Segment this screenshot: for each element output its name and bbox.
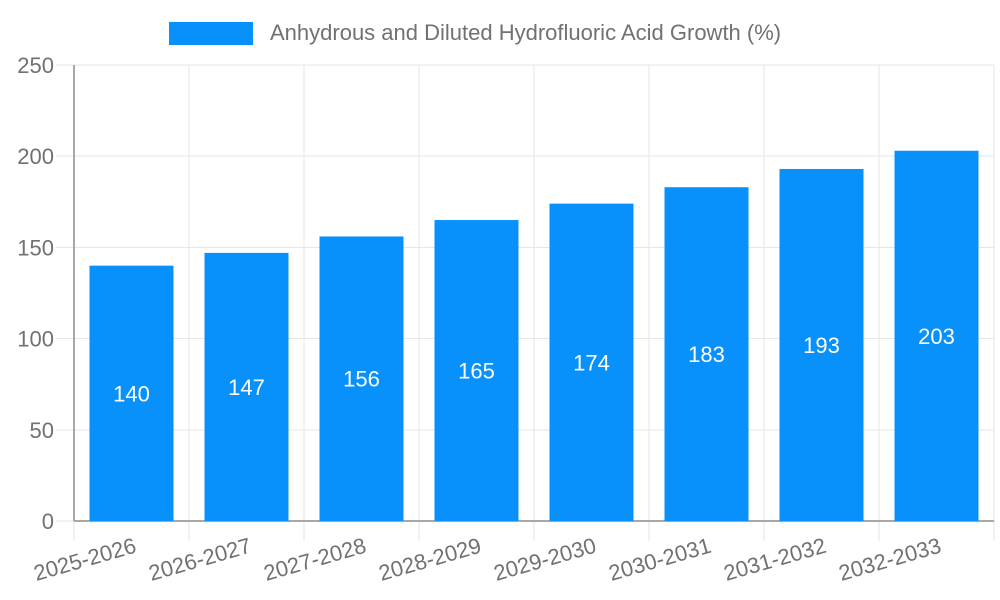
y-tick-label: 200 xyxy=(17,144,54,169)
bar-value-label: 193 xyxy=(803,333,840,358)
x-tick-label: 2031-2032 xyxy=(721,533,829,586)
y-tick-label: 0 xyxy=(42,509,54,534)
y-tick-label: 50 xyxy=(30,418,54,443)
x-tick-label: 2025-2026 xyxy=(31,533,139,586)
bar[interactable] xyxy=(549,203,634,521)
bar[interactable] xyxy=(664,187,749,521)
bar[interactable] xyxy=(434,220,519,522)
legend-swatch xyxy=(169,21,253,45)
bar[interactable] xyxy=(319,236,404,521)
x-tick-label: 2030-2031 xyxy=(606,533,714,586)
bar-value-label: 174 xyxy=(573,350,610,375)
chart-legend[interactable]: Anhydrous and Diluted Hydrofluoric Acid … xyxy=(169,20,781,46)
bar-value-label: 183 xyxy=(688,342,725,367)
y-tick-label: 250 xyxy=(17,53,54,78)
x-tick-label: 2026-2027 xyxy=(146,533,254,586)
x-tick-label: 2028-2029 xyxy=(376,533,484,586)
bar-value-label: 156 xyxy=(343,367,380,392)
x-tick-label: 2029-2030 xyxy=(491,533,599,586)
x-tick-label: 2032-2033 xyxy=(836,533,944,586)
bar-value-label: 140 xyxy=(113,381,150,406)
bar-value-label: 203 xyxy=(918,324,955,349)
bar[interactable] xyxy=(779,168,864,521)
legend-label: Anhydrous and Diluted Hydrofluoric Acid … xyxy=(270,20,782,45)
bar[interactable] xyxy=(89,265,174,521)
bar-value-label: 165 xyxy=(458,359,495,384)
bar[interactable] xyxy=(894,150,979,521)
x-tick-label: 2027-2028 xyxy=(261,533,369,586)
bar[interactable] xyxy=(204,252,289,521)
y-tick-label: 100 xyxy=(17,327,54,352)
bar-value-label: 147 xyxy=(228,375,265,400)
y-tick-label: 150 xyxy=(17,235,54,260)
